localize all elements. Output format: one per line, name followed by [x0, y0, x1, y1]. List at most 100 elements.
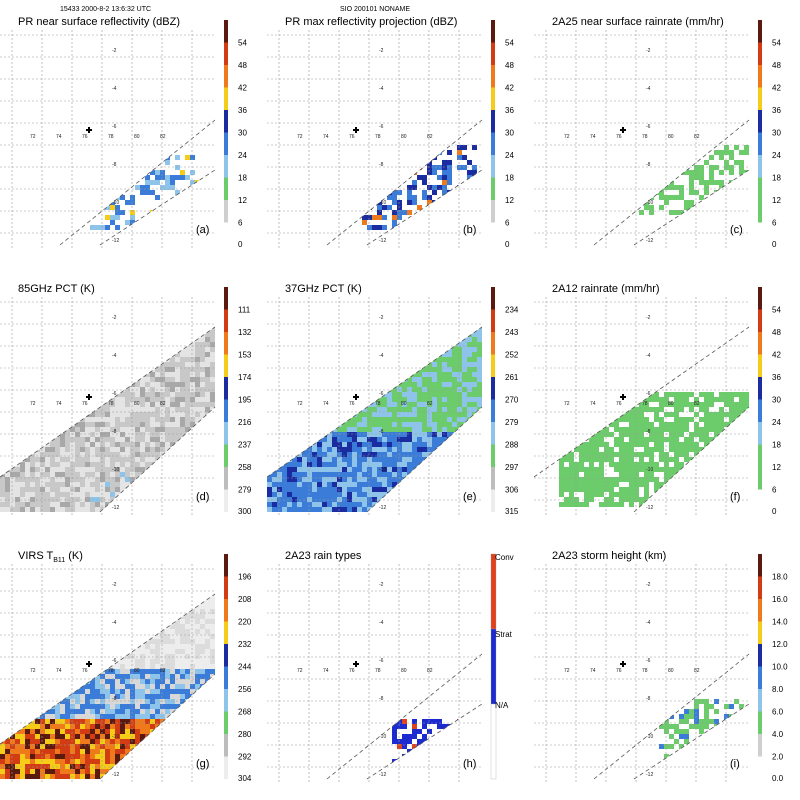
- location-cross: [620, 127, 626, 133]
- field-cell: [467, 352, 472, 357]
- field-cell: [302, 372, 307, 377]
- panel-title: 2A12 rainrate (mm/hr): [552, 283, 660, 295]
- field-cell: [327, 477, 332, 482]
- field-cell: [362, 427, 367, 432]
- field-cell: [589, 427, 594, 432]
- field-cell: [65, 352, 70, 357]
- field-cell: [699, 170, 704, 175]
- field-cell: [422, 462, 427, 467]
- field-cell: [302, 457, 307, 462]
- colorbar-segment: [224, 177, 228, 200]
- field-cell: [45, 337, 50, 342]
- field-cell: [160, 497, 165, 502]
- field-cell: [402, 452, 407, 457]
- field-cell: [85, 502, 90, 507]
- field-cell: [40, 382, 45, 387]
- field-cell: [342, 397, 347, 402]
- field-cell: [447, 402, 452, 407]
- field-cell: [55, 427, 60, 432]
- field-cell: [332, 412, 337, 417]
- field-cell: [362, 512, 367, 517]
- field-cell: [267, 322, 272, 327]
- field-cell: [614, 427, 619, 432]
- field-cell: [297, 507, 302, 512]
- field-cell: [422, 317, 427, 322]
- field-cell: [170, 392, 175, 397]
- field-cell: [704, 145, 709, 150]
- colorbar-tick-label: 279: [238, 486, 252, 495]
- field-cell: [694, 402, 699, 407]
- field-cell: [322, 417, 327, 422]
- field-cell: [447, 180, 452, 185]
- field-cell: [165, 497, 170, 502]
- field-cell: [472, 417, 477, 422]
- field-cell: [342, 362, 347, 367]
- field-cell: [155, 502, 160, 507]
- field-cell: [574, 417, 579, 422]
- field-cell: [25, 337, 30, 342]
- field-cell: [639, 145, 644, 150]
- field-cell: [427, 442, 432, 447]
- field-cell: [160, 402, 165, 407]
- field-cell: [467, 407, 472, 412]
- field-cell: [392, 352, 397, 357]
- field-cell: [140, 452, 145, 457]
- field-cell: [0, 482, 5, 487]
- field-cell: [709, 427, 714, 432]
- field-cell: [50, 332, 55, 337]
- field-cell: [302, 392, 307, 397]
- field-cell: [317, 322, 322, 327]
- field-cell: [45, 437, 50, 442]
- field-cell: [120, 372, 125, 377]
- field-cell: [170, 362, 175, 367]
- field-cell: [170, 457, 175, 462]
- field-cell: [452, 195, 457, 200]
- field-cell: [130, 477, 135, 482]
- field-cell: [150, 442, 155, 447]
- field-cell: [30, 487, 35, 492]
- field-cell: [569, 472, 574, 477]
- field-cell: [155, 417, 160, 422]
- field-cell: [180, 332, 185, 337]
- field-cell: [482, 392, 487, 397]
- field-cell: [312, 407, 317, 412]
- field-cell: [377, 210, 382, 215]
- field-cell: [407, 482, 412, 487]
- field-cell: [267, 512, 272, 517]
- field-cell: [55, 382, 60, 387]
- field-cell: [432, 225, 437, 230]
- field-cell: [10, 317, 15, 322]
- field-cell: [407, 467, 412, 472]
- field-cell: [357, 322, 362, 327]
- field-cell: [80, 412, 85, 417]
- field-cell: [20, 467, 25, 472]
- field-cell: [272, 347, 277, 352]
- field-cell: [35, 317, 40, 322]
- field-cell: [125, 427, 130, 432]
- field-cell: [452, 497, 457, 502]
- field-cell: [327, 347, 332, 352]
- field-cell: [287, 477, 292, 482]
- field-cell: [462, 362, 467, 367]
- field-cell: [624, 462, 629, 467]
- field-cell: [90, 322, 95, 327]
- field-cell: [200, 327, 205, 332]
- field-cell: [367, 327, 372, 332]
- field-cell: [452, 357, 457, 362]
- field-cell: [125, 412, 130, 417]
- field-cell: [402, 397, 407, 402]
- field-cell: [397, 442, 402, 447]
- field-cell: [744, 402, 749, 407]
- field-cell: [332, 322, 337, 327]
- field-cell: [45, 497, 50, 502]
- field-cell: [739, 417, 744, 422]
- field-cell: [302, 332, 307, 337]
- field-cell: [70, 327, 75, 332]
- field-cell: [180, 492, 185, 497]
- field-cell: [80, 392, 85, 397]
- field-cell: [699, 482, 704, 487]
- field-cell: [362, 447, 367, 452]
- field-cell: [397, 392, 402, 397]
- field-cell: [397, 210, 402, 215]
- field-cell: [422, 332, 427, 337]
